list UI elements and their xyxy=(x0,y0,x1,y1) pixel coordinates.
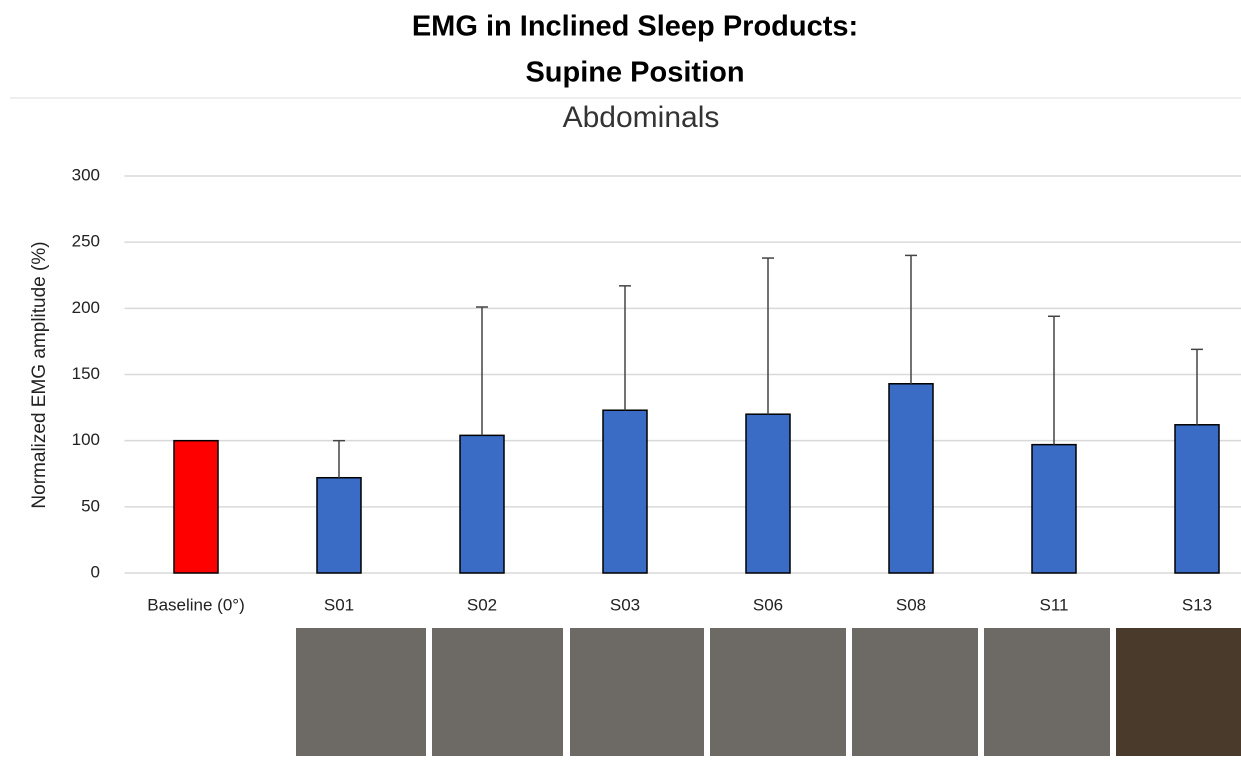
product-photos xyxy=(296,628,1241,756)
bar xyxy=(1031,443,1077,574)
y-tick-label: 250 xyxy=(72,232,100,251)
bar xyxy=(888,383,934,574)
chart-title: EMG in Inclined Sleep Products: xyxy=(412,11,858,43)
bar xyxy=(316,476,362,574)
y-tick-label: 100 xyxy=(72,430,100,449)
x-tick-label: S06 xyxy=(753,595,783,614)
bar xyxy=(173,439,219,574)
x-tick-label: S13 xyxy=(1182,595,1212,614)
bar xyxy=(459,434,505,574)
bar xyxy=(745,413,791,574)
bar xyxy=(1174,424,1220,574)
x-tick-label: S11 xyxy=(1040,595,1069,614)
x-tick-label: S02 xyxy=(467,595,497,614)
y-tick-label: 0 xyxy=(91,562,100,581)
y-tick-label: 50 xyxy=(81,496,100,515)
x-tick-label: S01 xyxy=(324,595,354,614)
y-axis-label: Normalized EMG amplitude (%) xyxy=(29,241,50,508)
chart-title: Supine Position xyxy=(525,57,744,89)
x-tick-label: Baseline (0°) xyxy=(147,595,245,614)
y-tick-label: 300 xyxy=(72,165,100,184)
chart-subtitle: Abdominals xyxy=(563,101,720,134)
y-tick-label: 150 xyxy=(72,364,100,383)
bar xyxy=(602,409,648,574)
y-tick-label: 200 xyxy=(72,298,100,317)
x-tick-label: S03 xyxy=(610,595,640,614)
x-tick-label: S08 xyxy=(896,595,926,614)
